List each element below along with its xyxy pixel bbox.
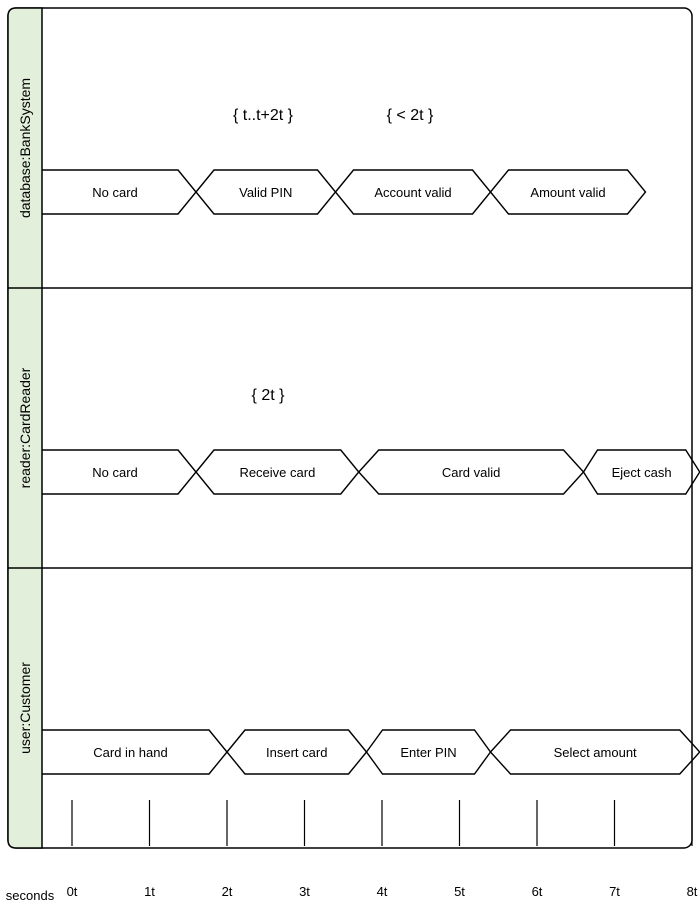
state-label: No card xyxy=(92,185,138,200)
timeline-tick-label: 6t xyxy=(532,884,543,899)
state-label: Valid PIN xyxy=(239,185,292,200)
lane-header-label: database:BankSystem xyxy=(17,78,33,218)
lane-header-label: reader:CardReader xyxy=(17,367,33,488)
lane-header-label: user:Customer xyxy=(17,662,33,754)
timeline-tick-label: 0t xyxy=(67,884,78,899)
duration-constraint: { < 2t } xyxy=(387,107,434,124)
state-label: Amount valid xyxy=(530,185,605,200)
timing-diagram: database:BankSystem { t..t+2t } { < 2t } No… xyxy=(0,0,700,908)
state-label: Card in hand xyxy=(93,745,167,760)
timeline-tick-label: 3t xyxy=(299,884,310,899)
timeline-axis-label: seconds xyxy=(6,888,55,903)
duration-constraint: { t..t+2t } xyxy=(233,107,294,124)
diagram-frame xyxy=(8,8,692,848)
state-label: No card xyxy=(92,465,138,480)
timeline-tick-label: 5t xyxy=(454,884,465,899)
state-label: Receive card xyxy=(239,465,315,480)
duration-constraint: { 2t } xyxy=(252,387,286,404)
timeline-tick-label: 4t xyxy=(377,884,388,899)
state-label: Enter PIN xyxy=(400,745,456,760)
state-label: Select amount xyxy=(554,745,637,760)
timeline-tick-label: 8t xyxy=(687,884,698,899)
state-label: Account valid xyxy=(374,185,451,200)
timeline-tick-label: 1t xyxy=(144,884,155,899)
state-label: Eject cash xyxy=(612,465,672,480)
state-label: Insert card xyxy=(266,745,327,760)
timeline-tick-label: 2t xyxy=(222,884,233,899)
timeline-tick-label: 7t xyxy=(609,884,620,899)
state-label: Card valid xyxy=(442,465,501,480)
